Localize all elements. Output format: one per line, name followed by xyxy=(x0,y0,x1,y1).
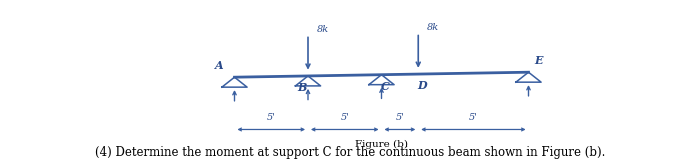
Text: E: E xyxy=(535,55,543,66)
Text: C: C xyxy=(381,81,389,92)
Text: 8k: 8k xyxy=(427,23,439,32)
Text: 5': 5' xyxy=(395,113,405,122)
Text: D: D xyxy=(417,80,426,91)
Text: 5': 5' xyxy=(267,113,276,122)
Text: Figure (b): Figure (b) xyxy=(355,140,408,149)
Text: B: B xyxy=(298,82,307,93)
Text: (4) Determine the moment at support C for the continuous beam shown in Figure (b: (4) Determine the moment at support C fo… xyxy=(94,146,606,159)
Text: 5': 5' xyxy=(469,113,478,122)
Text: 5': 5' xyxy=(340,113,349,122)
Text: A: A xyxy=(215,60,223,71)
Text: 8k: 8k xyxy=(316,25,328,34)
